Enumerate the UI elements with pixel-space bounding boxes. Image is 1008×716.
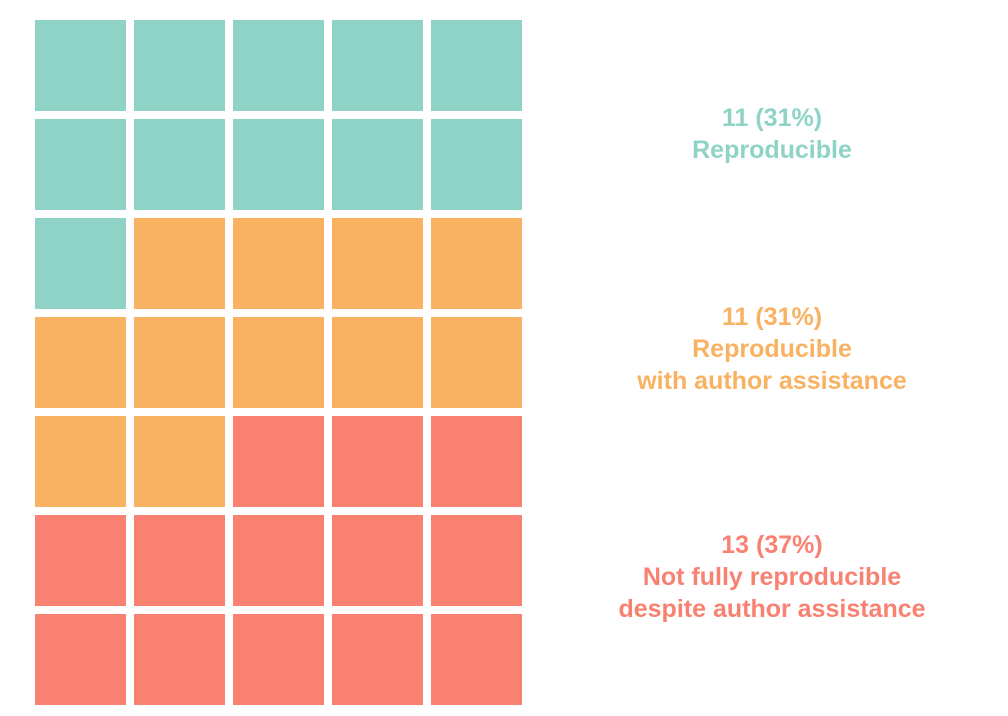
waffle-square bbox=[431, 515, 522, 606]
waffle-square bbox=[233, 20, 324, 111]
label-not-reproducible: 13 (37%) Not fully reproducible despite … bbox=[560, 529, 984, 625]
category-label-not-reproducible-line2: despite author assistance bbox=[618, 595, 926, 623]
waffle-square bbox=[332, 515, 423, 606]
waffle-square bbox=[233, 515, 324, 606]
waffle-square bbox=[431, 614, 522, 705]
waffle-square bbox=[35, 218, 126, 309]
waffle-square bbox=[233, 317, 324, 408]
count-label-reproducible: 11 (31%) bbox=[721, 104, 823, 132]
waffle-square bbox=[233, 416, 324, 507]
waffle-square bbox=[134, 218, 225, 309]
waffle-square bbox=[332, 119, 423, 210]
label-reproducible-with-assistance: 11 (31%) Reproducible with author assist… bbox=[560, 301, 984, 397]
waffle-square bbox=[134, 614, 225, 705]
waffle-square bbox=[431, 218, 522, 309]
category-label-reproducible: Reproducible bbox=[692, 136, 852, 164]
waffle-square bbox=[233, 119, 324, 210]
category-label-reproducible-with-assistance-line1: Reproducible bbox=[692, 335, 852, 363]
waffle-square bbox=[431, 20, 522, 111]
waffle-square bbox=[134, 20, 225, 111]
category-label-reproducible-with-assistance-line2: with author assistance bbox=[637, 367, 907, 395]
waffle-square bbox=[134, 317, 225, 408]
waffle-square bbox=[35, 515, 126, 606]
category-label-not-reproducible-line1: Not fully reproducible bbox=[642, 563, 902, 591]
waffle-square bbox=[35, 119, 126, 210]
waffle-square bbox=[431, 317, 522, 408]
waffle-square bbox=[431, 416, 522, 507]
count-label-not-reproducible: 13 (37%) bbox=[721, 531, 823, 559]
waffle-square bbox=[332, 218, 423, 309]
waffle-square bbox=[134, 416, 225, 507]
waffle-square bbox=[431, 119, 522, 210]
waffle-square bbox=[233, 614, 324, 705]
waffle-square bbox=[134, 515, 225, 606]
waffle-square bbox=[332, 416, 423, 507]
waffle-square bbox=[35, 317, 126, 408]
waffle-square bbox=[332, 614, 423, 705]
count-label-reproducible-with-assistance: 11 (31%) bbox=[721, 303, 823, 331]
waffle-square bbox=[134, 119, 225, 210]
waffle-square bbox=[35, 416, 126, 507]
waffle-square bbox=[35, 20, 126, 111]
waffle-square bbox=[35, 614, 126, 705]
waffle-square bbox=[332, 317, 423, 408]
waffle-square bbox=[332, 20, 423, 111]
label-reproducible: 11 (31%) Reproducible bbox=[560, 102, 984, 166]
waffle-square bbox=[233, 218, 324, 309]
